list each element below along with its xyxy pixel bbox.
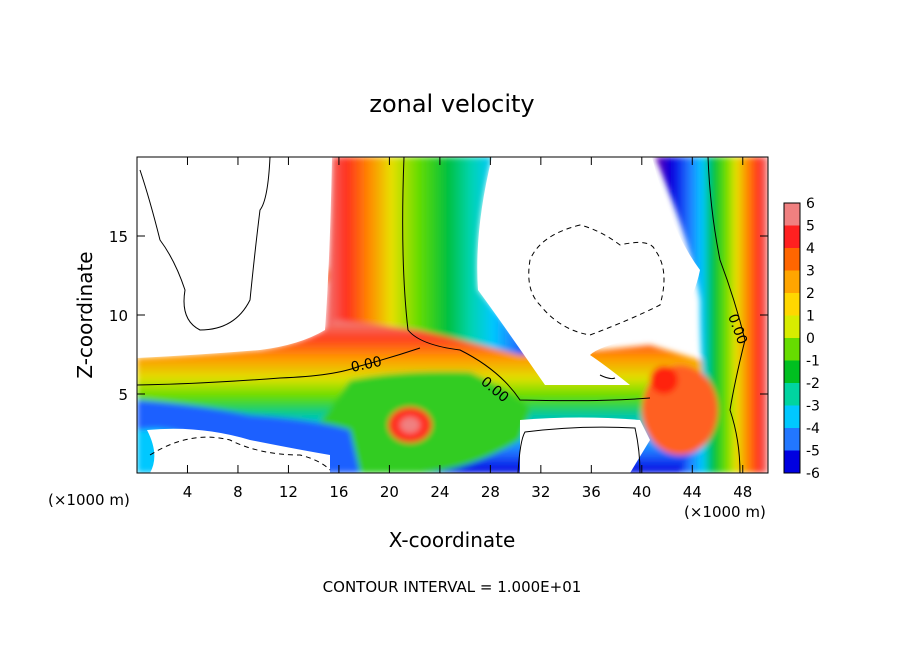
y-tick-label: 5 — [118, 386, 128, 404]
white-region-upper-right — [477, 157, 700, 385]
y-tick-label: 15 — [109, 228, 128, 246]
colorbar: 6 5 4 3 2 1 0 -1 -2 -3 -4 -5 -6 — [783, 196, 820, 482]
colorbar-swatch — [784, 315, 800, 338]
x-unit-right: (×1000 m) — [684, 503, 766, 521]
colorbar-label: 0 — [806, 331, 815, 347]
colorbar-label: 1 — [806, 309, 815, 325]
x-tick-label: 40 — [632, 483, 651, 501]
x-tick-label: 20 — [380, 483, 399, 501]
colorbar-frame — [783, 202, 801, 474]
colorbar-label: 2 — [806, 286, 815, 302]
y-tick-label: 10 — [109, 307, 128, 325]
colorbar-label: -6 — [806, 466, 820, 482]
x-axis-ticks: 4 8 12 16 20 24 28 32 36 40 44 48 — [183, 157, 752, 501]
x-tick-label: 36 — [582, 483, 601, 501]
colorbar-swatch — [784, 450, 800, 473]
colorbar-swatch — [784, 360, 800, 383]
colorbar-label: -5 — [806, 444, 820, 460]
colorbar-swatch — [784, 203, 800, 226]
colorbar-label: 5 — [806, 219, 815, 235]
x-axis-label: X-coordinate — [389, 528, 516, 552]
velocity-field — [137, 157, 768, 473]
y-axis-ticks: 5 10 15 — [109, 228, 768, 404]
right-plume — [655, 157, 768, 473]
x-tick-label: 16 — [329, 483, 348, 501]
contour-interval-note: CONTOUR INTERVAL = 1.000E+01 — [323, 578, 582, 596]
chart-title: zonal velocity — [369, 90, 534, 118]
colorbar-label: 3 — [806, 264, 815, 280]
dashed-contours — [149, 224, 665, 471]
colorbar-swatch — [784, 383, 800, 406]
colorbar-swatch — [784, 293, 800, 316]
colorbar-swatch — [784, 338, 800, 361]
colorbar-swatch — [784, 405, 800, 428]
y-axis-label: Z-coordinate — [73, 251, 97, 378]
colorbar-swatch — [784, 428, 800, 451]
x-tick-label: 24 — [430, 483, 449, 501]
x-tick-label: 32 — [531, 483, 550, 501]
x-tick-label: 8 — [233, 483, 243, 501]
colorbar-swatch — [784, 248, 800, 271]
colorbar-swatch — [784, 270, 800, 293]
x-tick-label: 48 — [733, 483, 752, 501]
colorbar-label: 6 — [806, 196, 815, 212]
colorbar-label: -3 — [806, 399, 820, 415]
x-tick-label: 4 — [183, 483, 193, 501]
colorbar-label: -1 — [806, 354, 820, 370]
contour-label: 0.00 — [350, 354, 384, 376]
contour-lines — [137, 157, 746, 473]
x-tick-label: 12 — [279, 483, 298, 501]
colorbar-label: -4 — [806, 421, 820, 437]
colorbar-label: -2 — [806, 376, 820, 392]
colorbar-swatch — [784, 225, 800, 248]
x-tick-label: 28 — [481, 483, 500, 501]
x-tick-label: 44 — [683, 483, 702, 501]
x-unit-left: (×1000 m) — [48, 491, 130, 509]
colorbar-label: 4 — [806, 241, 815, 257]
